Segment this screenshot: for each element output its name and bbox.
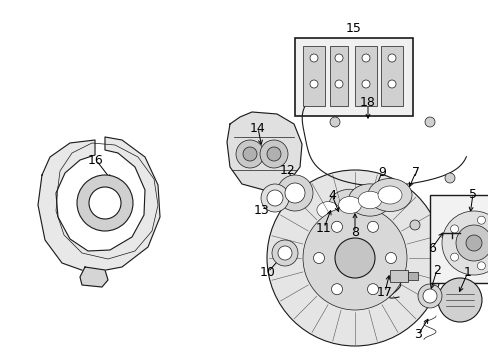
Circle shape: [89, 187, 121, 219]
Ellipse shape: [338, 197, 361, 213]
Circle shape: [465, 235, 481, 251]
Circle shape: [361, 54, 369, 62]
Bar: [329, 46, 347, 106]
Ellipse shape: [367, 179, 411, 212]
Circle shape: [243, 147, 257, 161]
Circle shape: [309, 54, 317, 62]
Circle shape: [417, 284, 441, 308]
Circle shape: [331, 221, 342, 232]
Circle shape: [437, 278, 481, 322]
Circle shape: [367, 284, 378, 295]
Bar: [429, 195, 488, 283]
Circle shape: [385, 252, 396, 264]
Text: 2: 2: [432, 264, 440, 276]
Bar: [294, 38, 412, 116]
Circle shape: [266, 190, 283, 206]
Circle shape: [77, 175, 133, 231]
Bar: [354, 46, 376, 106]
Circle shape: [260, 140, 287, 168]
Bar: [380, 46, 402, 106]
Circle shape: [422, 289, 436, 303]
Circle shape: [276, 175, 312, 211]
Circle shape: [278, 246, 291, 260]
Text: 8: 8: [350, 225, 358, 239]
Text: 18: 18: [359, 95, 375, 108]
Text: 14: 14: [250, 122, 265, 135]
Circle shape: [424, 117, 434, 127]
Circle shape: [313, 252, 324, 264]
Polygon shape: [226, 112, 302, 190]
Circle shape: [303, 206, 406, 310]
Text: 10: 10: [260, 266, 275, 279]
Circle shape: [449, 253, 458, 261]
Text: 16: 16: [88, 153, 103, 166]
Circle shape: [334, 80, 342, 88]
Text: 3: 3: [413, 328, 421, 342]
Ellipse shape: [348, 184, 391, 216]
Circle shape: [409, 220, 419, 230]
Text: 15: 15: [346, 22, 361, 35]
Circle shape: [285, 183, 305, 203]
Circle shape: [449, 225, 458, 233]
Bar: [303, 46, 325, 106]
Polygon shape: [38, 137, 160, 273]
Circle shape: [334, 54, 342, 62]
Text: 12: 12: [280, 163, 295, 176]
Circle shape: [236, 140, 264, 168]
Text: 11: 11: [315, 221, 331, 234]
Circle shape: [309, 80, 317, 88]
Circle shape: [476, 262, 485, 270]
Ellipse shape: [316, 202, 338, 218]
Circle shape: [334, 238, 374, 278]
Circle shape: [387, 80, 395, 88]
Text: 6: 6: [427, 242, 435, 255]
Polygon shape: [80, 267, 108, 287]
Text: 4: 4: [327, 189, 335, 202]
Circle shape: [361, 80, 369, 88]
Text: 13: 13: [254, 203, 269, 216]
Text: 9: 9: [377, 166, 385, 179]
Bar: [389, 270, 407, 282]
Circle shape: [387, 54, 395, 62]
Text: 1: 1: [463, 266, 471, 279]
Circle shape: [271, 240, 297, 266]
Circle shape: [441, 211, 488, 275]
Text: 7: 7: [411, 166, 419, 179]
Circle shape: [331, 284, 342, 295]
Ellipse shape: [377, 186, 401, 204]
Circle shape: [476, 216, 485, 224]
Circle shape: [367, 221, 378, 232]
Ellipse shape: [328, 189, 370, 221]
Circle shape: [266, 170, 442, 346]
Ellipse shape: [307, 195, 348, 225]
Bar: [407, 272, 417, 280]
Ellipse shape: [358, 191, 381, 209]
Circle shape: [261, 184, 288, 212]
Circle shape: [444, 173, 454, 183]
Text: 17: 17: [376, 285, 392, 298]
Circle shape: [455, 225, 488, 261]
Circle shape: [329, 117, 339, 127]
Circle shape: [266, 147, 281, 161]
Text: 5: 5: [468, 188, 476, 201]
